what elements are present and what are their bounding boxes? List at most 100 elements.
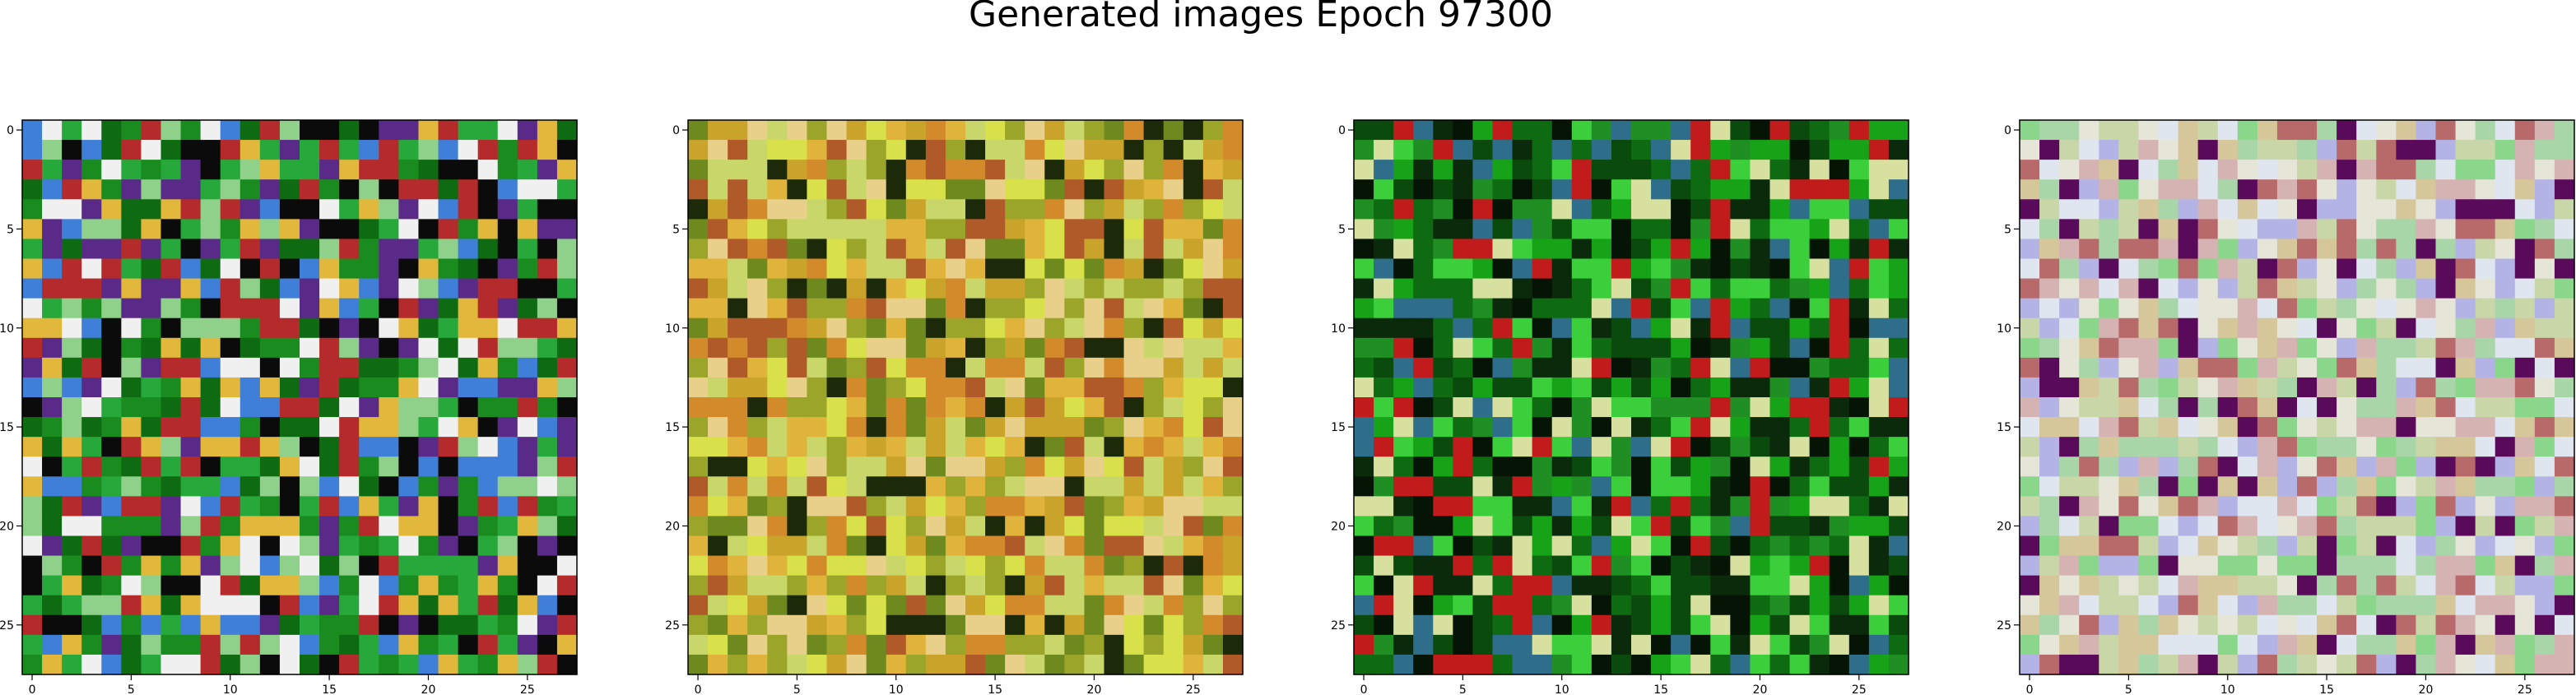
pixel bbox=[826, 199, 848, 220]
pixel bbox=[2217, 397, 2239, 418]
pixel bbox=[2376, 317, 2397, 339]
pixel bbox=[767, 120, 788, 141]
pixel bbox=[807, 535, 828, 557]
pixel bbox=[517, 456, 538, 477]
pixel bbox=[418, 140, 439, 160]
pixel bbox=[239, 160, 261, 180]
pixel bbox=[1551, 535, 1573, 557]
pixel bbox=[728, 654, 748, 675]
pixel bbox=[1690, 278, 1711, 299]
pixel bbox=[2158, 456, 2179, 477]
pixel bbox=[1202, 179, 1224, 200]
pixel bbox=[2217, 140, 2239, 160]
pixel bbox=[1025, 140, 1045, 160]
pixel bbox=[1064, 417, 1086, 438]
pixel bbox=[1631, 377, 1652, 398]
pixel bbox=[1163, 120, 1184, 141]
pixel bbox=[2118, 298, 2140, 319]
pixel bbox=[886, 258, 907, 280]
pixel bbox=[398, 140, 420, 160]
pixel bbox=[2416, 140, 2437, 160]
pixel bbox=[1374, 298, 1394, 319]
pixel bbox=[2297, 120, 2318, 141]
pixel bbox=[1354, 456, 1374, 477]
pixel bbox=[1084, 377, 1105, 398]
pixel bbox=[438, 239, 459, 260]
pixel bbox=[1789, 377, 1811, 398]
pixel bbox=[1354, 496, 1374, 517]
pixel bbox=[1888, 278, 1909, 299]
pixel bbox=[2020, 160, 2040, 180]
pixel bbox=[1551, 278, 1573, 299]
pixel bbox=[1393, 456, 1414, 477]
pixel bbox=[2158, 219, 2179, 240]
pixel bbox=[1143, 516, 1165, 537]
pixel bbox=[2197, 179, 2219, 200]
pixel bbox=[1354, 179, 1374, 200]
pixel bbox=[2059, 654, 2080, 675]
pixel bbox=[866, 298, 887, 319]
pixel bbox=[1551, 140, 1573, 160]
y-tick-label: 20 bbox=[1997, 520, 2011, 533]
pixel bbox=[101, 555, 122, 577]
pixel bbox=[965, 239, 986, 260]
pixel bbox=[1123, 357, 1145, 378]
pixel bbox=[2197, 417, 2219, 438]
pixel bbox=[42, 337, 63, 359]
pixel bbox=[2257, 516, 2278, 537]
pixel bbox=[239, 337, 261, 359]
pixel bbox=[1393, 278, 1414, 299]
pixel bbox=[846, 219, 867, 240]
pixel bbox=[22, 634, 43, 656]
pixel bbox=[22, 417, 43, 438]
pixel bbox=[2514, 417, 2536, 438]
y-tick-label: 15 bbox=[1997, 421, 2011, 434]
pixel bbox=[1472, 120, 1494, 141]
pixel bbox=[2356, 516, 2377, 537]
pixel bbox=[477, 179, 499, 200]
pixel bbox=[2376, 219, 2397, 240]
pixel bbox=[1532, 476, 1553, 497]
pixel bbox=[2514, 278, 2536, 299]
pixel bbox=[1005, 535, 1025, 557]
pixel bbox=[2020, 496, 2040, 517]
pixel bbox=[2059, 140, 2080, 160]
pixel bbox=[826, 397, 848, 418]
pixel bbox=[1202, 496, 1224, 517]
pixel bbox=[220, 278, 241, 299]
pixel bbox=[708, 258, 728, 280]
pixel bbox=[379, 160, 399, 180]
pixel bbox=[121, 595, 142, 616]
pixel bbox=[1848, 456, 1870, 477]
pixel bbox=[259, 496, 281, 517]
pixel bbox=[1750, 417, 1771, 438]
pixel bbox=[2435, 496, 2457, 517]
pixel bbox=[708, 120, 728, 141]
pixel bbox=[477, 397, 499, 418]
pixel bbox=[200, 239, 221, 260]
pixel bbox=[2079, 575, 2099, 596]
pixel bbox=[886, 476, 907, 497]
pixel bbox=[2118, 239, 2140, 260]
pixel bbox=[300, 258, 320, 280]
pixel bbox=[2317, 337, 2337, 359]
pixel bbox=[1393, 179, 1414, 200]
pixel bbox=[359, 179, 379, 200]
pixel bbox=[1453, 397, 1474, 418]
pixel bbox=[2337, 199, 2357, 220]
pixel bbox=[1611, 397, 1632, 418]
pixel bbox=[2534, 417, 2555, 438]
pixel bbox=[160, 516, 182, 537]
pixel bbox=[1492, 595, 1514, 616]
pixel bbox=[1750, 516, 1771, 537]
pixel bbox=[2039, 199, 2060, 220]
pixel bbox=[886, 179, 907, 200]
pixel bbox=[339, 357, 360, 378]
pixel bbox=[2297, 377, 2318, 398]
pixel bbox=[2138, 634, 2160, 656]
pixel bbox=[2514, 179, 2536, 200]
pixel bbox=[220, 357, 241, 378]
pixel bbox=[1064, 634, 1086, 656]
pixel bbox=[985, 496, 1006, 517]
pixel bbox=[2317, 595, 2337, 616]
